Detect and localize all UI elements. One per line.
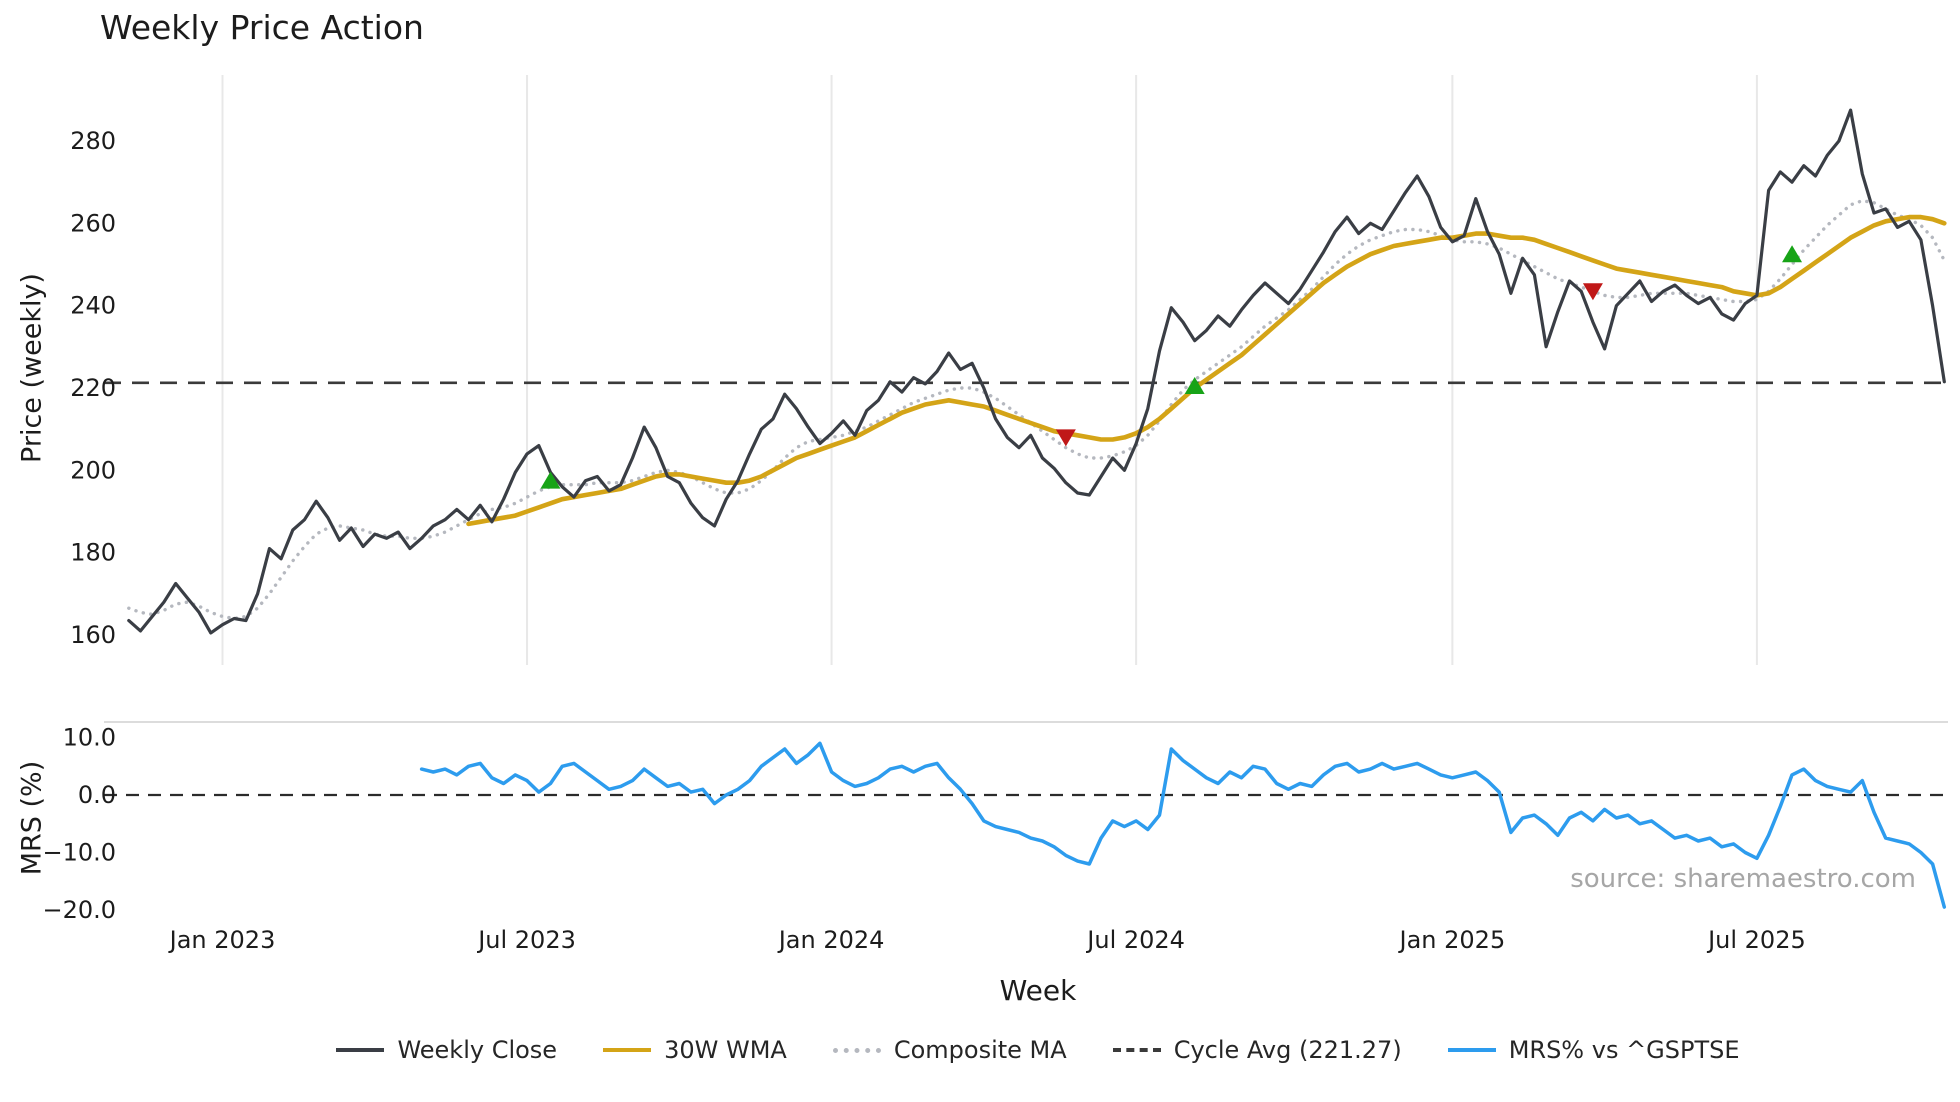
- mrs-tick-label: −20.0: [42, 896, 116, 924]
- price-tick-label: 280: [70, 127, 116, 155]
- x-tick-label: Jul 2023: [476, 926, 576, 954]
- legend-item: 30W WMA: [603, 1036, 787, 1064]
- legend-item: MRS% vs ^GSPTSE: [1447, 1036, 1740, 1064]
- legend-item-label: Weekly Close: [397, 1036, 558, 1064]
- mrs-tick-label: −10.0: [42, 839, 116, 867]
- mrs-tick-label: 10.0: [63, 724, 116, 752]
- x-tick-label: Jan 2025: [1398, 926, 1506, 954]
- buy-signal-marker: [540, 471, 561, 489]
- price-tick-label: 180: [70, 539, 116, 567]
- mrs-tick-label: 0.0: [78, 781, 116, 809]
- source-watermark: source: sharemaestro.com: [1570, 864, 1916, 894]
- legend-swatch-dashed: [1112, 1048, 1161, 1052]
- price-tick-label: 200: [70, 456, 116, 484]
- weekly-close-line: [127, 108, 1946, 635]
- price-tick-label: 160: [70, 621, 116, 649]
- composite-ma-line: [127, 198, 1947, 621]
- price-tick-label: 220: [70, 374, 116, 402]
- x-tick-label: Jan 2023: [168, 926, 276, 954]
- legend-swatch-solid: [1447, 1048, 1496, 1052]
- legend-item: Weekly Close: [336, 1036, 557, 1064]
- legend-swatch-solid: [603, 1048, 652, 1052]
- mrs-line: [419, 741, 1947, 909]
- legend-swatch-dotted: [832, 1047, 881, 1053]
- x-tick-label: Jul 2024: [1085, 926, 1185, 954]
- sell-signal-marker: [1582, 283, 1603, 301]
- legend-item: Composite MA: [832, 1036, 1067, 1064]
- chart-title: Weekly Price Action: [100, 8, 424, 47]
- legend-swatch-solid: [336, 1048, 385, 1052]
- price-tick-label: 260: [70, 209, 116, 237]
- legend: Weekly Close 30W WMA Composite MA Cycle Avg…: [128, 1036, 1948, 1064]
- legend-item-label: Cycle Avg (221.27): [1173, 1036, 1402, 1064]
- x-tick-label: Jul 2025: [1706, 926, 1806, 954]
- legend-item-label: MRS% vs ^GSPTSE: [1508, 1036, 1740, 1064]
- x-axis-label: Week: [999, 974, 1077, 1007]
- sell-signal-marker: [1055, 429, 1076, 447]
- legend-item-label: 30W WMA: [664, 1036, 787, 1064]
- x-tick-label: Jan 2024: [777, 926, 885, 954]
- legend-item: Cycle Avg (221.27): [1112, 1036, 1402, 1064]
- buy-signal-marker: [1184, 376, 1205, 394]
- legend-item-label: Composite MA: [893, 1036, 1067, 1064]
- buy-signal-marker: [1782, 245, 1803, 263]
- wma-line: [466, 214, 1947, 527]
- price-tick-label: 240: [70, 292, 116, 320]
